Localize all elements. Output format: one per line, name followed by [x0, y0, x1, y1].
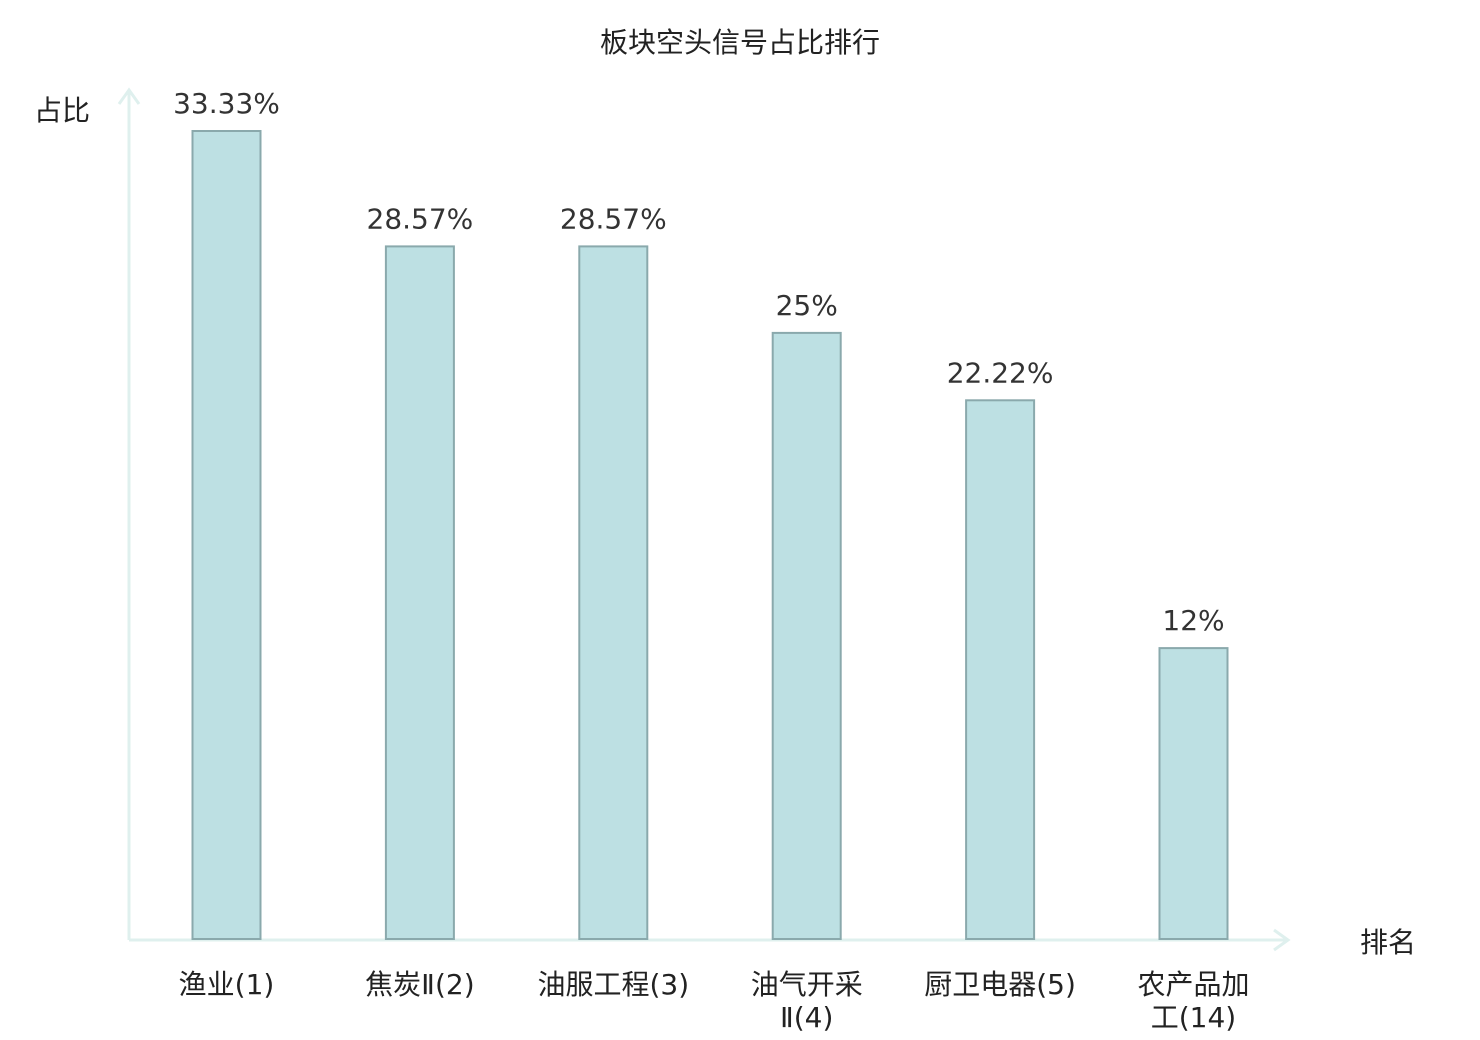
bar-1 [191, 130, 262, 940]
category-label-2: 焦炭Ⅱ(2) [365, 968, 474, 1001]
value-label-4: 25% [776, 289, 838, 322]
category-label-6-line-1: 农产品加 [1137, 968, 1249, 1001]
axes [117, 87, 1291, 952]
value-label-1: 33.33% [173, 87, 280, 120]
category-label-1: 渔业(1) [179, 968, 275, 1001]
value-label-5: 22.22% [947, 356, 1054, 389]
value-label-3: 28.57% [560, 202, 667, 235]
category-label-6-line-2: 工(14) [1151, 1001, 1236, 1034]
category-label-4-line-2: Ⅱ(4) [780, 1001, 833, 1034]
chart-title: 板块空头信号占比排行 [600, 26, 880, 59]
y-axis-arrow [117, 87, 141, 105]
value-labels-group: 33.33% 28.57% 28.57% 25% 22.22% 12% [173, 87, 1225, 637]
category-label-3: 油服工程(3) [537, 968, 689, 1001]
bar-4 [771, 331, 842, 940]
value-label-6: 12% [1162, 604, 1224, 637]
x-axis-arrow [1273, 928, 1291, 952]
bar-6 [1158, 647, 1229, 940]
category-label-5: 厨卫电器(5) [924, 968, 1076, 1001]
bars-group [191, 130, 1229, 940]
category-label-4-line-1: 油气开采 [751, 968, 863, 1001]
bar-5 [965, 399, 1036, 940]
value-label-2: 28.57% [367, 202, 474, 235]
bar-3 [578, 245, 649, 940]
y-axis-label: 占比 [34, 94, 90, 127]
bar-2 [384, 245, 455, 940]
x-axis-label: 排名 [1360, 926, 1416, 959]
